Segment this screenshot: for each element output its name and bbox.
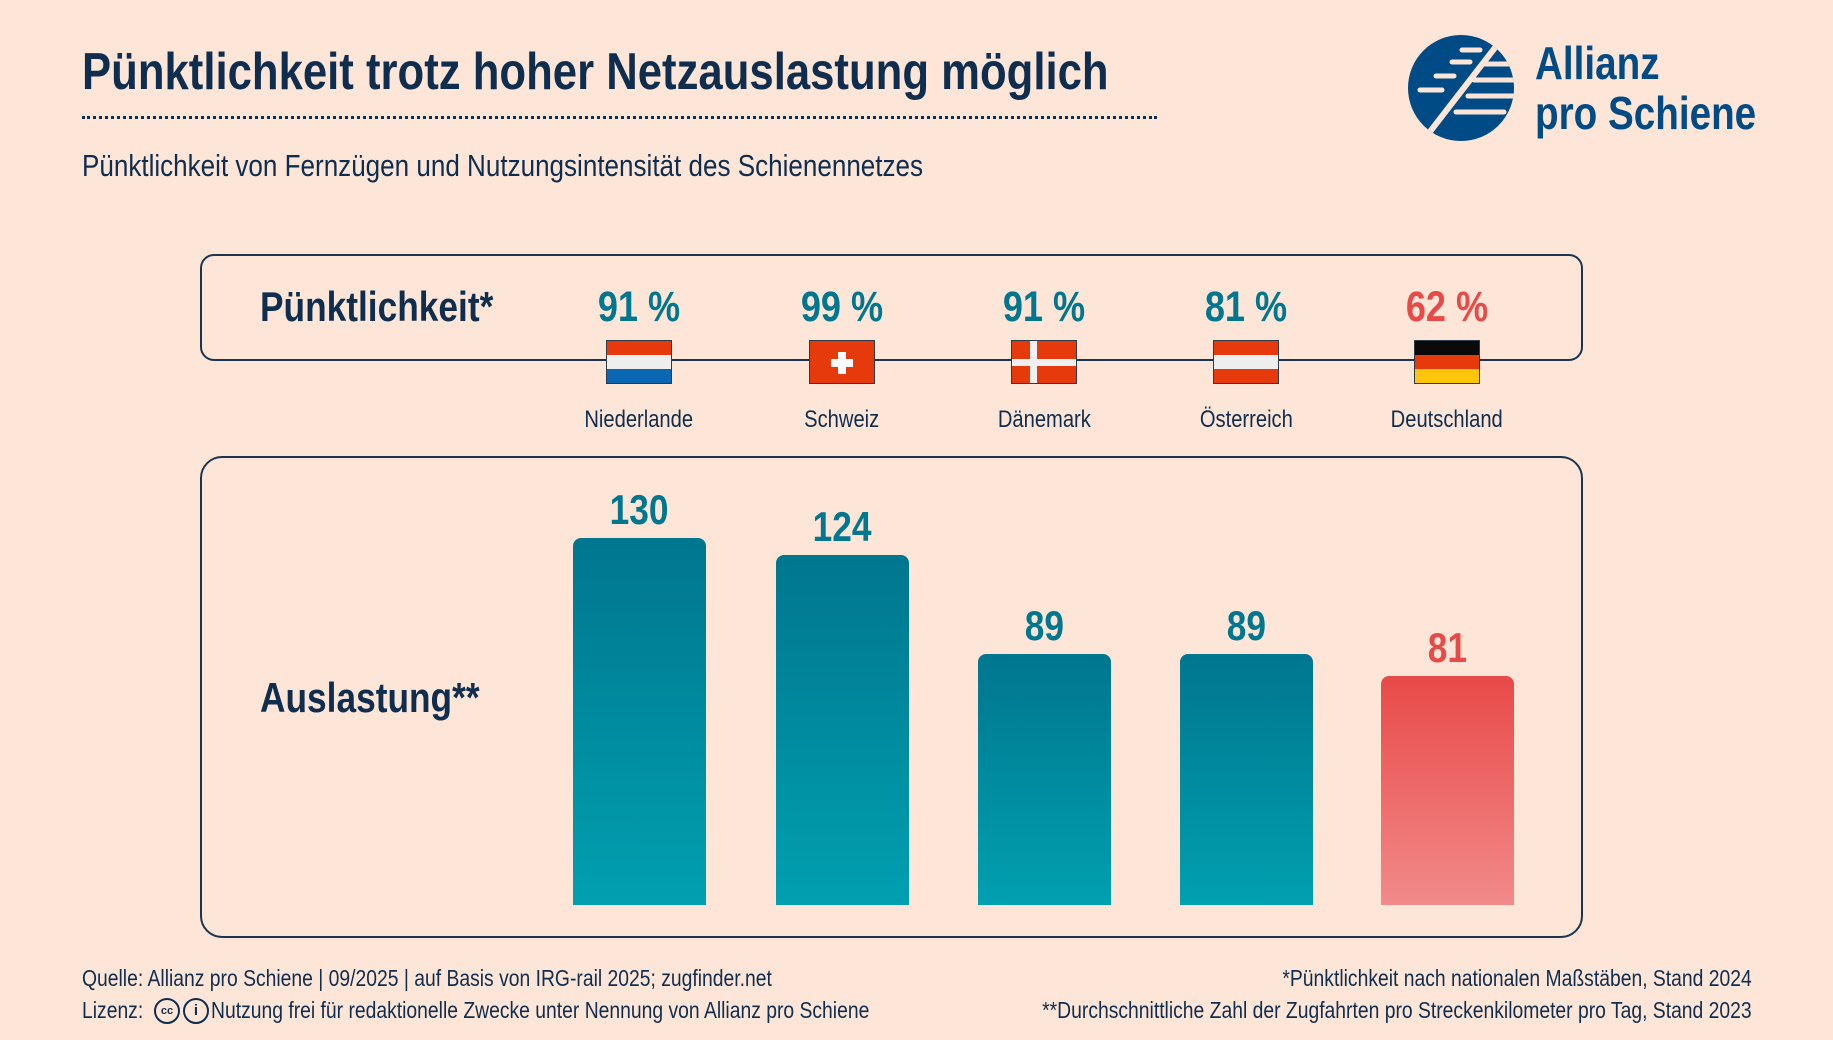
allianz-pro-schiene-logo-icon: [1408, 35, 1514, 141]
country-label: Schweiz: [742, 406, 942, 434]
attribution-icon: i: [183, 997, 209, 1024]
bar-österreich: [1179, 653, 1313, 905]
bar-value-label: 81: [1347, 624, 1547, 672]
bar-value-label: 89: [1146, 602, 1346, 650]
punctuality-value: 99 %: [742, 283, 942, 332]
country-label-text: Schweiz: [804, 406, 880, 433]
country-label: Dänemark: [944, 406, 1144, 434]
bar-dänemark: [977, 653, 1111, 905]
load-label-text: Auslastung**: [260, 674, 480, 721]
flag-austria-icon: [1213, 340, 1279, 384]
punctuality-label: Pünktlichkeit*: [260, 283, 538, 331]
subtitle: Pünktlichkeit von Fernzügen und Nutzungs…: [82, 148, 1083, 184]
flag-netherlands-icon: [606, 340, 672, 384]
country-label-text: Dänemark: [997, 406, 1091, 433]
punctuality-value-text: 81 %: [1204, 283, 1288, 331]
flag-switzerland-icon: [809, 340, 875, 384]
punctuality-value: 91 %: [944, 283, 1144, 332]
logo-line1: Allianz: [1535, 37, 1660, 89]
creative-commons-icon: cc: [154, 997, 180, 1024]
bar-value-label-text: 89: [1226, 601, 1266, 649]
load-label: Auslastung**: [260, 674, 521, 722]
bar-niederlande: [572, 538, 706, 905]
license-note: Lizenz: cc i Nutzung frei für redaktione…: [82, 997, 995, 1024]
page-title: Pünktlichkeit trotz hoher Netzauslastung…: [82, 42, 1304, 102]
load-panel: [200, 456, 1583, 938]
bar-schweiz: [775, 554, 909, 905]
punctuality-value: 81 %: [1146, 283, 1346, 332]
punctuality-value-text: 91 %: [597, 283, 681, 331]
flag-germany-icon: [1414, 340, 1480, 384]
bar-value-label-text: 81: [1427, 624, 1467, 672]
dotted-divider: [82, 116, 1157, 119]
logo-line2: pro Schiene: [1535, 87, 1757, 139]
country-label: Österreich: [1146, 406, 1346, 434]
license-text: Nutzung frei für redaktionelle Zwecke un…: [211, 997, 870, 1023]
flag-denmark-icon: [1011, 340, 1077, 384]
punctuality-value-text: 99 %: [800, 283, 884, 331]
punctuality-panel: [200, 254, 1583, 361]
punctuality-value-text: 62 %: [1405, 283, 1489, 331]
bar-deutschland: [1380, 676, 1514, 905]
country-label-text: Deutschland: [1390, 406, 1504, 433]
punctuality-value: 62 %: [1347, 283, 1547, 332]
country-label: Niederlande: [539, 406, 739, 434]
bar-value-label: 124: [742, 503, 942, 551]
footnote-load: **Durchschnittliche Zahl der Zugfahrten …: [907, 997, 1752, 1024]
title-text: Pünktlichkeit trotz hoher Netzauslastung…: [82, 43, 1109, 101]
bar-value-label-text: 89: [1024, 601, 1064, 649]
country-label: Deutschland: [1347, 406, 1547, 434]
country-label-text: Niederlande: [584, 406, 694, 433]
punctuality-value: 91 %: [539, 283, 739, 332]
country-label-text: Österreich: [1199, 406, 1293, 433]
subtitle-text: Pünktlichkeit von Fernzügen und Nutzungs…: [82, 148, 924, 183]
footnote-1: *Pünktlichkeit nach nationalen Maßstäben…: [1282, 965, 1752, 991]
source-note: Quelle: Allianz pro Schiene | 09/2025 | …: [82, 965, 903, 992]
punctuality-label-text: Pünktlichkeit*: [260, 283, 494, 330]
footnote-punctuality: *Pünktlichkeit nach nationalen Maßstäben…: [1193, 965, 1752, 992]
footnote-2: **Durchschnittliche Zahl der Zugfahrten …: [1042, 997, 1752, 1023]
bar-value-label-text: 124: [812, 502, 872, 550]
logo-wordmark: Allianz pro Schiene: [1535, 38, 1798, 138]
bar-value-label: 89: [944, 602, 1144, 650]
source-text: Quelle: Allianz pro Schiene | 09/2025 | …: [82, 965, 772, 991]
bar-value-label-text: 130: [609, 486, 669, 533]
punctuality-value-text: 91 %: [1002, 283, 1086, 331]
license-label: Lizenz:: [82, 997, 144, 1023]
bar-value-label: 130: [539, 486, 739, 534]
